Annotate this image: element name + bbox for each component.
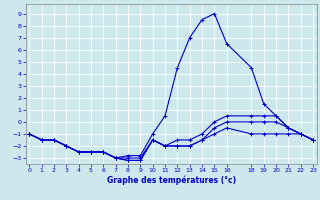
X-axis label: Graphe des températures (°c): Graphe des températures (°c) — [107, 176, 236, 185]
